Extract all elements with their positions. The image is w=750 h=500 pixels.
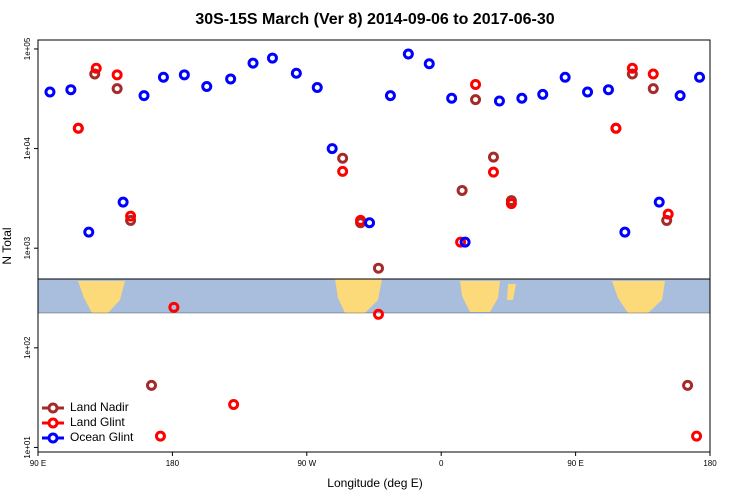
point [682, 379, 694, 391]
legend-label: Ocean Glint [70, 430, 134, 444]
point [384, 90, 396, 102]
point [311, 82, 323, 94]
y-tick-label: 1e+03 [23, 236, 32, 259]
point [455, 236, 467, 248]
point [602, 84, 614, 96]
point [83, 226, 95, 238]
map-strip [38, 278, 710, 314]
point [168, 301, 180, 313]
x-axis-label: Longitude (deg E) [327, 476, 422, 490]
point [266, 52, 278, 64]
point [487, 166, 499, 178]
point [662, 208, 674, 220]
point [125, 210, 137, 222]
x-tick-label: 180 [166, 459, 180, 468]
point [516, 92, 528, 104]
point [446, 92, 458, 104]
point [372, 262, 384, 274]
point [505, 198, 517, 210]
point [157, 71, 169, 83]
point [178, 69, 190, 81]
point [537, 88, 549, 100]
legend-marker [47, 432, 59, 444]
point [423, 58, 435, 70]
legend-marker [47, 402, 59, 414]
point [694, 71, 706, 83]
point [228, 398, 240, 410]
point [89, 68, 101, 80]
point [326, 143, 338, 155]
point [487, 151, 499, 163]
point [145, 379, 157, 391]
x-tick-label: 90 W [297, 459, 316, 468]
legend-marker [47, 417, 59, 429]
x-tick-label: 180 [703, 459, 717, 468]
point [647, 68, 659, 80]
y-axis-label: N Total [0, 227, 14, 264]
legend-label: Land Glint [70, 415, 125, 429]
point [337, 165, 349, 177]
point [402, 48, 414, 60]
point [337, 152, 349, 164]
chart-title: 30S-15S March (Ver 8) 2014-09-06 to 2017… [195, 11, 554, 28]
x-tick-label: 0 [439, 459, 444, 468]
point [225, 73, 237, 85]
point [372, 308, 384, 320]
point [355, 214, 367, 226]
y-tick-label: 1e+04 [23, 137, 32, 160]
point [610, 122, 622, 134]
x-tick-label: 90 E [567, 459, 583, 468]
point [493, 95, 505, 107]
point [559, 71, 571, 83]
y-tick-label: 1e+02 [23, 336, 32, 359]
point [111, 83, 123, 95]
point [470, 78, 482, 90]
point [691, 430, 703, 442]
point [364, 217, 376, 229]
point [44, 86, 56, 98]
point [65, 84, 77, 96]
point [674, 90, 686, 102]
point [582, 86, 594, 98]
point [247, 57, 259, 69]
legend-label: Land Nadir [70, 400, 129, 414]
y-tick-label: 1e+05 [23, 37, 32, 60]
point [626, 62, 638, 74]
point [117, 196, 129, 208]
point [154, 430, 166, 442]
point [90, 62, 102, 74]
point [456, 184, 468, 196]
point [653, 196, 665, 208]
point [459, 236, 471, 248]
point [201, 80, 213, 92]
point [290, 67, 302, 79]
plot-frame [37, 39, 711, 453]
x-tick-label: 90 E [30, 459, 46, 468]
point [619, 226, 631, 238]
point [138, 90, 150, 102]
point [626, 68, 638, 80]
point [72, 122, 84, 134]
point [111, 69, 123, 81]
point [125, 214, 137, 226]
y-tick-label: 1e+01 [23, 436, 32, 459]
point [470, 94, 482, 106]
point [647, 83, 659, 95]
